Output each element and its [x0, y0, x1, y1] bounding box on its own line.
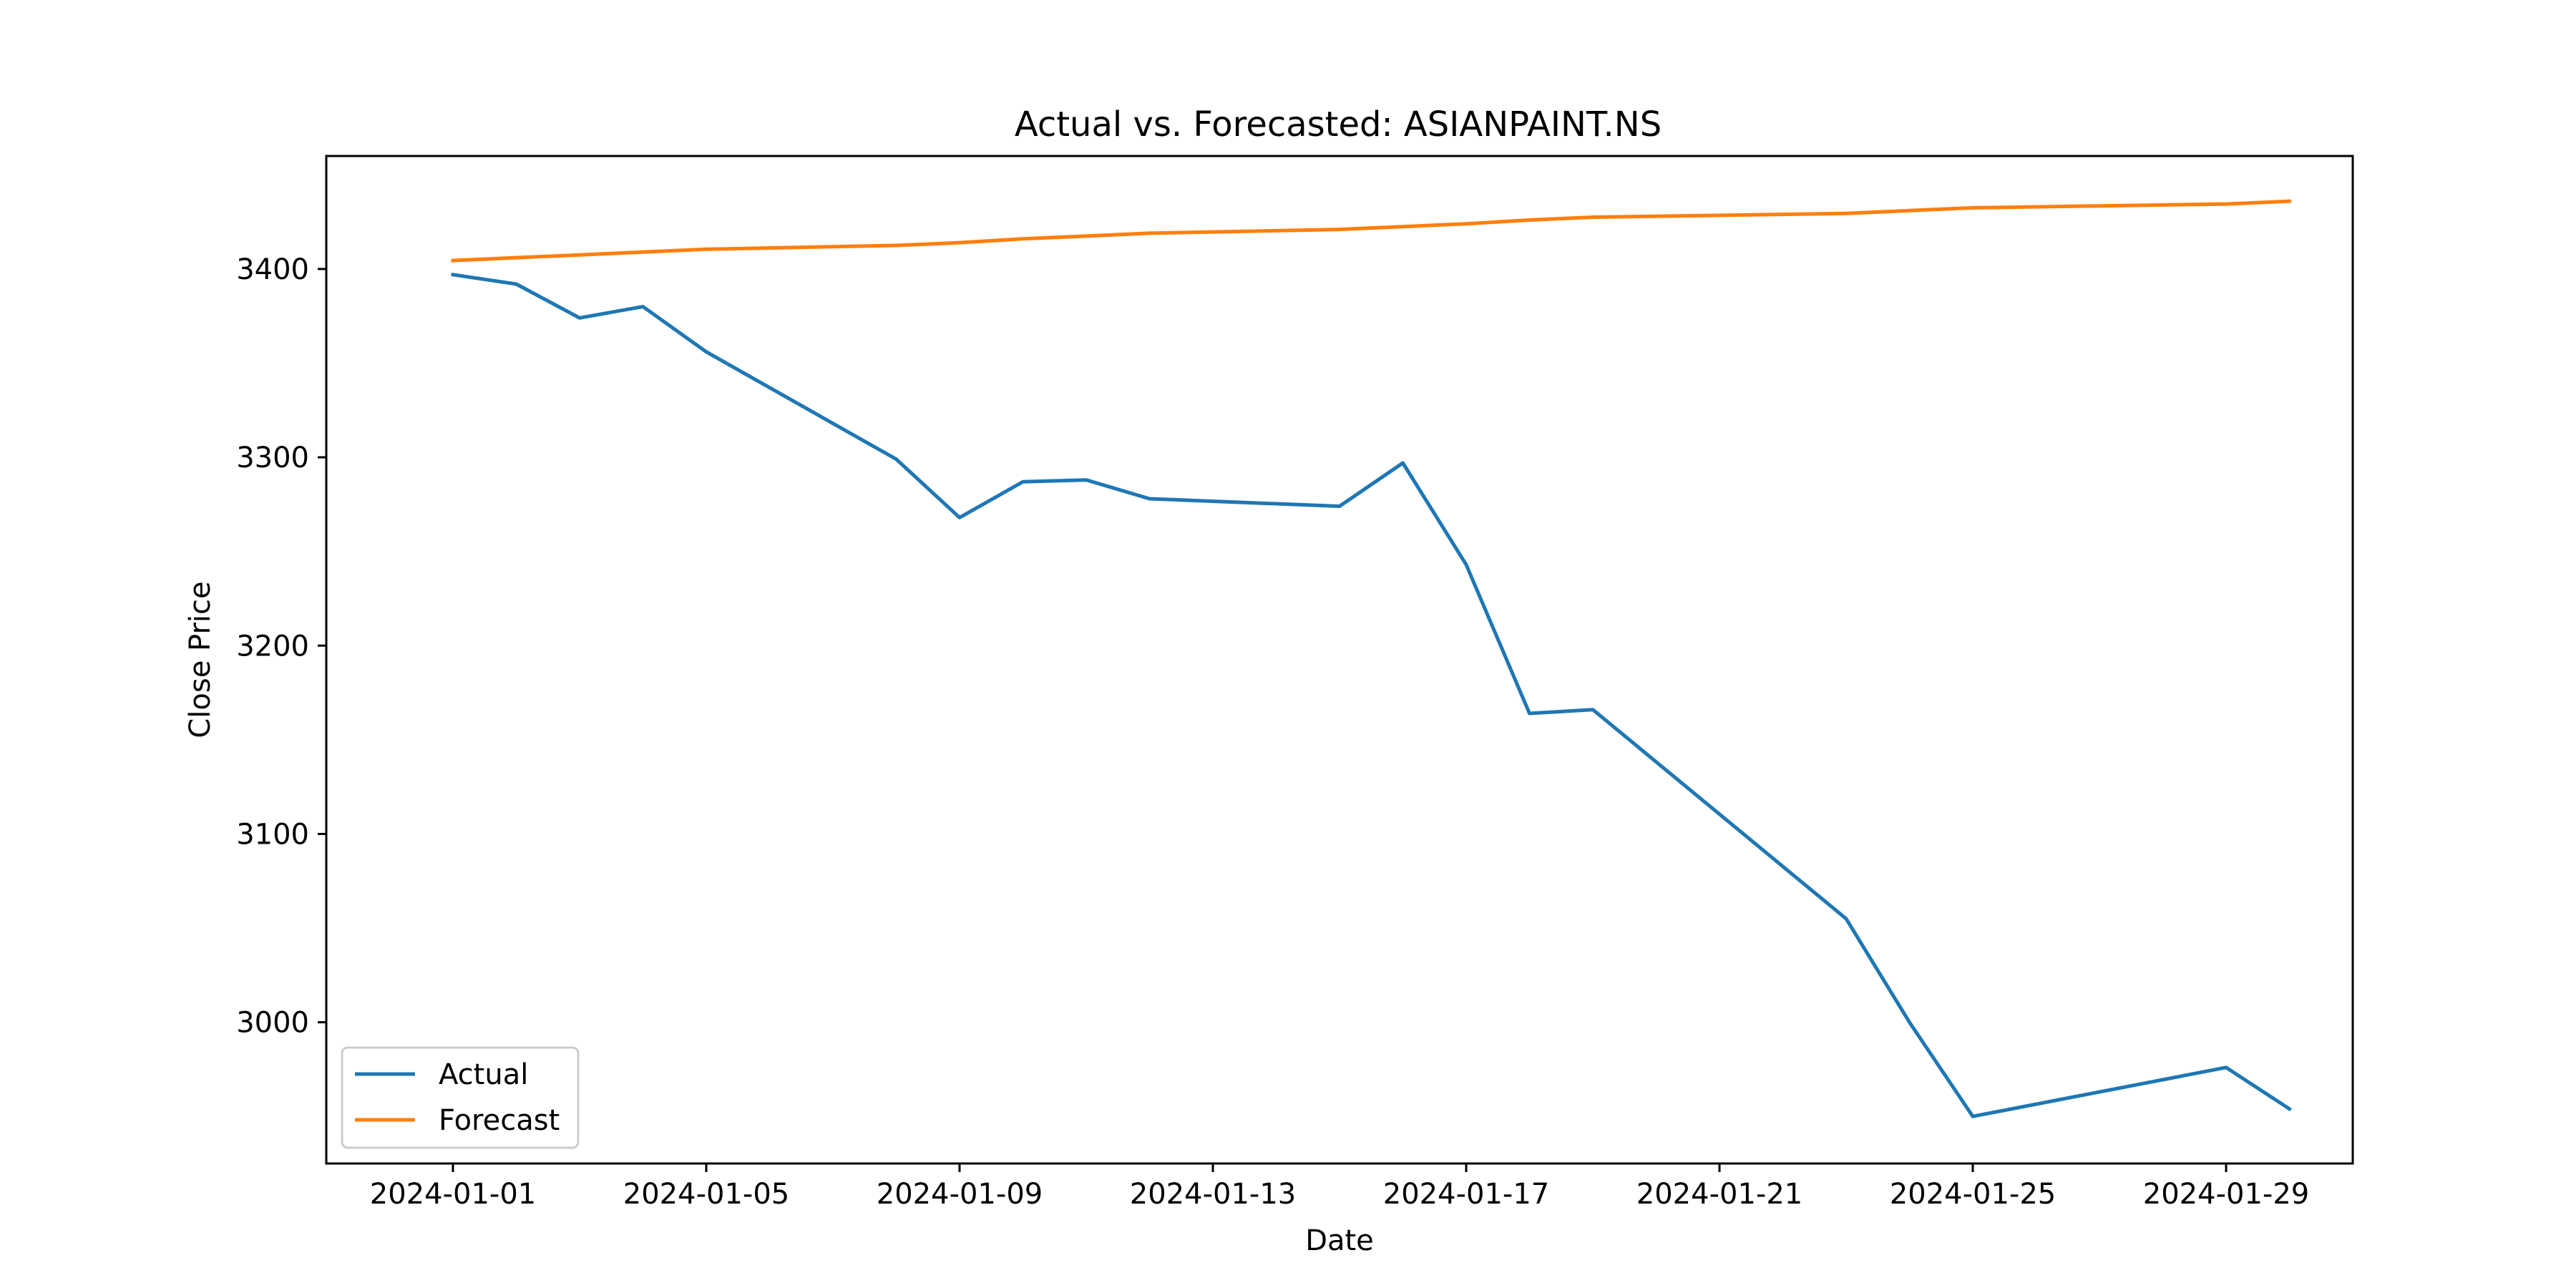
legend-label-actual: Actual: [439, 1058, 528, 1091]
y-tick-label: 3000: [236, 1007, 309, 1040]
y-tick-label: 3200: [236, 630, 309, 663]
x-tick-label: 2024-01-25: [1890, 1178, 2056, 1211]
series-line-actual: [451, 272, 2292, 1118]
y-axis-title: Close Price: [184, 581, 217, 738]
y-tick-label: 3400: [236, 253, 309, 286]
x-tick-label: 2024-01-01: [370, 1178, 536, 1211]
chart-title: Actual vs. Forecasted: ASIANPAINT.NS: [1015, 104, 1662, 145]
x-tick-label: 2024-01-05: [623, 1178, 789, 1211]
x-tick-label: 2024-01-17: [1383, 1178, 1549, 1211]
x-tick-label: 2024-01-29: [2143, 1178, 2309, 1211]
legend: Actual Forecast: [341, 1046, 580, 1149]
x-tick-label: 2024-01-21: [1636, 1178, 1802, 1211]
y-tick-label: 3300: [236, 441, 309, 474]
y-tick-label: 3100: [236, 818, 309, 851]
x-tick-label: 2024-01-13: [1130, 1178, 1296, 1211]
x-axis-title: Date: [1305, 1224, 1374, 1257]
series-layer: [451, 199, 2292, 1118]
ticks-layer: 2024-01-01 2024-01-05 2024-01-09 2024-01-13…: [236, 253, 2309, 1211]
x-tick-label: 2024-01-09: [877, 1178, 1043, 1211]
series-line-forecast: [451, 199, 2292, 263]
legend-label-forecast: Forecast: [439, 1104, 560, 1137]
plot-frame: [325, 155, 2354, 1165]
